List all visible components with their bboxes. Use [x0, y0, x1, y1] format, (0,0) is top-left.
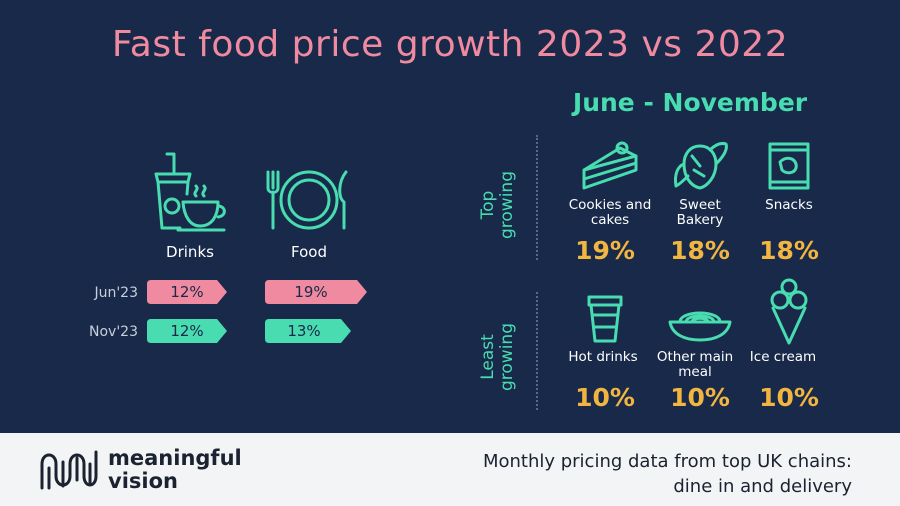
drinks-icon [154, 152, 226, 232]
food-nov-value: 13% [287, 322, 321, 340]
drinks-jun-value: 12% [170, 283, 204, 301]
least-growing-line1: Least [478, 334, 498, 380]
food-label: Food [291, 243, 327, 261]
drinks-jun-tag: 12% [147, 280, 227, 304]
snack-bag-icon [768, 142, 810, 190]
sweet-bakery-label: Sweet Bakery [676, 197, 724, 228]
ice-cream-value: 10% [759, 383, 819, 412]
infographic: Fast food price growth 2023 vs 2022 June… [89, 24, 819, 412]
cake-slice-icon [582, 141, 638, 190]
top-growing-label: Top growing [478, 150, 517, 260]
brand-name: meaningful vision [108, 446, 242, 493]
other-main-meal-label: Other main meal [656, 349, 734, 380]
drinks-nov-tag: 12% [147, 319, 227, 343]
period-subtitle: June - November [572, 88, 808, 117]
snacks-label: Snacks [765, 197, 813, 213]
food-icon [266, 170, 348, 230]
meaningful-vision-logo-icon [40, 450, 98, 490]
page-title: Fast food price growth 2023 vs 2022 [111, 24, 789, 65]
drinks-nov-value: 12% [170, 322, 204, 340]
noodle-bowl-icon [668, 311, 732, 342]
hot-drinks-label: Hot drinks [568, 349, 638, 365]
footer: meaningful vision Monthly pricing data f… [0, 433, 900, 506]
coffee-cup-icon [587, 295, 623, 343]
cookies-cakes-label: Cookies and cakes [568, 197, 652, 228]
hot-drinks-value: 10% [575, 383, 635, 412]
snacks-value: 18% [759, 236, 819, 265]
least-growing-label: Least growing [478, 302, 517, 412]
row-label-nov: Nov'23 [89, 324, 138, 340]
top-growing-line1: Top [478, 190, 498, 220]
sweet-bakery-value: 18% [670, 236, 730, 265]
croissant-icon [674, 142, 728, 190]
top-growing-line2: growing [497, 171, 517, 239]
row-label-jun: Jun'23 [94, 285, 138, 301]
least-growing-line2: growing [497, 323, 517, 391]
source-note: Monthly pricing data from top UK chains:… [482, 451, 852, 497]
food-jun-value: 19% [294, 283, 328, 301]
least-divider [536, 292, 538, 410]
top-divider [536, 135, 538, 260]
ice-cream-label: Ice cream [749, 349, 817, 365]
cookies-cakes-value: 19% [575, 236, 635, 265]
food-jun-tag: 19% [265, 280, 367, 304]
drinks-label: Drinks [166, 243, 214, 261]
other-main-meal-value: 10% [670, 383, 730, 412]
ice-cream-icon [770, 278, 808, 345]
food-nov-tag: 13% [265, 319, 351, 343]
